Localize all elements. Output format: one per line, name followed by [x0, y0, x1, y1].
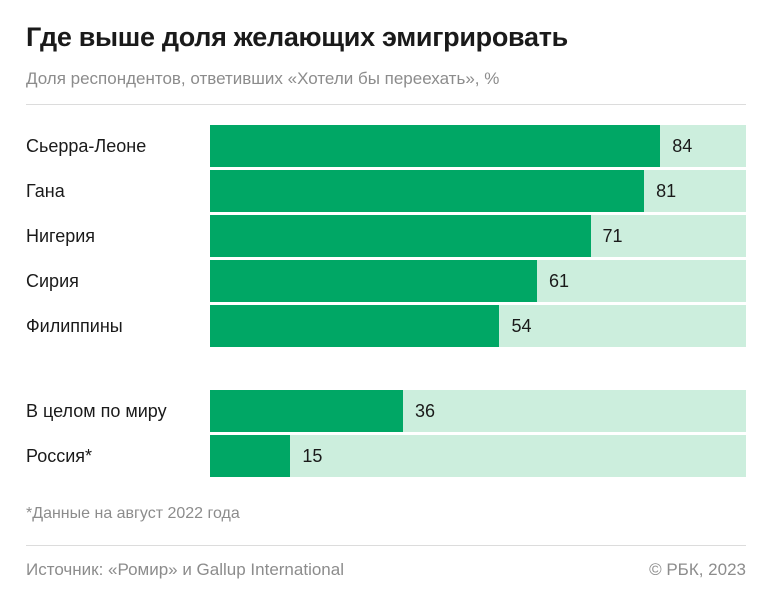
- bar-track: 54: [210, 305, 746, 347]
- category-label: Гана: [26, 181, 65, 201]
- category-label: Нигерия: [26, 226, 96, 246]
- data-label: 81: [656, 181, 677, 201]
- bar: [210, 435, 291, 477]
- bar-track: 81: [210, 170, 746, 212]
- data-label: 84: [672, 136, 693, 156]
- copyright: © РБК, 2023: [649, 560, 746, 579]
- divider-top: [26, 104, 746, 105]
- category-label: Россия*: [26, 446, 93, 466]
- data-label: 61: [548, 271, 569, 291]
- data-label: 36: [414, 401, 435, 421]
- divider-bottom: [26, 545, 746, 546]
- category-label: Филиппины: [26, 316, 123, 336]
- category-label: В целом по миру: [26, 401, 167, 421]
- footnote: *Данные на август 2022 года: [26, 505, 240, 522]
- bar-track: 15: [210, 435, 746, 477]
- chart-subtitle: Доля респондентов, ответивших «Хотели бы…: [26, 69, 500, 88]
- category-label: Сирия: [26, 271, 79, 291]
- bar-track: 71: [210, 215, 746, 257]
- bar: [210, 260, 537, 302]
- bar-track: 36: [210, 390, 746, 432]
- bar: [210, 390, 403, 432]
- bar: [210, 215, 591, 257]
- bar-track: 61: [210, 260, 746, 302]
- source: Источник: «Ромир» и Gallup International: [26, 560, 344, 579]
- bar: [210, 170, 645, 212]
- chart-title: Где выше доля желающих эмигрировать: [26, 22, 568, 52]
- data-label: 15: [302, 446, 323, 466]
- data-label: 54: [511, 316, 532, 336]
- bar: [210, 125, 661, 167]
- data-label: 71: [602, 226, 623, 246]
- bar-track: 84: [210, 125, 746, 167]
- category-label: Сьерра-Леоне: [26, 136, 147, 156]
- bar: [210, 305, 500, 347]
